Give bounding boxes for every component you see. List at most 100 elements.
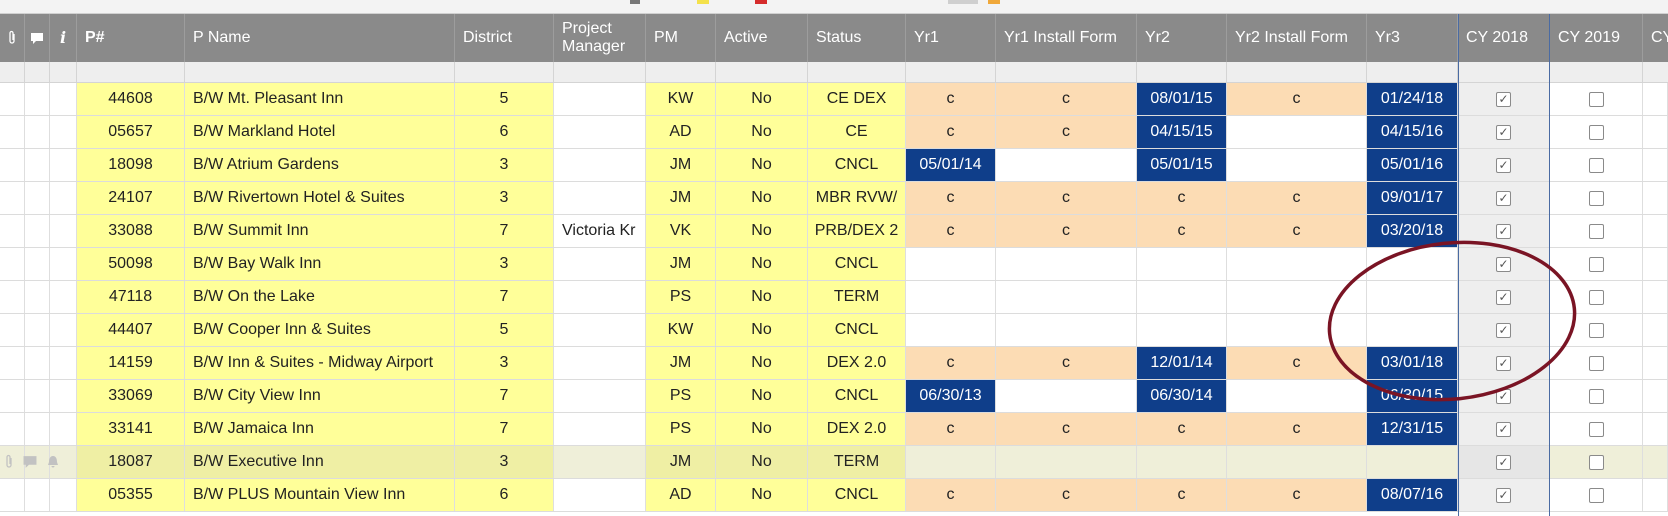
cell-p-number[interactable]: 44407 <box>77 314 185 346</box>
cell-status[interactable]: DEX 2.0 <box>808 347 906 379</box>
table-row[interactable]: 44608 B/W Mt. Pleasant Inn 5 KW No CE DEX c c 08… <box>0 83 1668 116</box>
cell-p-name[interactable]: B/W Summit Inn <box>185 215 455 247</box>
cell-cy2018[interactable]: ✓ <box>1458 314 1550 346</box>
cell-district[interactable]: 5 <box>455 314 554 346</box>
cell-yr1-install-form[interactable] <box>996 446 1137 478</box>
cell-active[interactable]: No <box>716 149 808 181</box>
cell-yr1-install-form[interactable]: c <box>996 413 1137 445</box>
checkbox[interactable] <box>1588 91 1604 107</box>
cell-p-number[interactable]: 33141 <box>77 413 185 445</box>
cell-district[interactable]: 3 <box>455 248 554 280</box>
cell-district[interactable]: 5 <box>455 83 554 115</box>
header-yr3[interactable]: Yr3 <box>1367 14 1458 62</box>
cell-cy2019[interactable] <box>1550 380 1643 412</box>
cell-status[interactable]: TERM <box>808 446 906 478</box>
cell-yr1-install-form[interactable]: c <box>996 347 1137 379</box>
cell-cy2019[interactable] <box>1550 314 1643 346</box>
cell-yr1[interactable] <box>906 314 996 346</box>
cell-yr1[interactable]: 06/30/13 <box>906 380 996 412</box>
checkbox[interactable] <box>1588 157 1604 173</box>
cell-cy2019[interactable] <box>1550 347 1643 379</box>
cell-p-number[interactable]: 47118 <box>77 281 185 313</box>
cell-p-number[interactable]: 33069 <box>77 380 185 412</box>
cell-district[interactable]: 7 <box>455 281 554 313</box>
toolbar-chip[interactable] <box>948 0 978 4</box>
cell-pm[interactable]: JM <box>646 248 716 280</box>
cell-cy2019[interactable] <box>1550 446 1643 478</box>
cell-yr3[interactable]: 08/07/16 <box>1367 479 1458 511</box>
cell-yr2[interactable] <box>1137 446 1227 478</box>
cell-cy2018[interactable]: ✓ <box>1458 446 1550 478</box>
checkbox[interactable] <box>1588 487 1604 503</box>
cell-cy2019[interactable] <box>1550 149 1643 181</box>
cell-active[interactable]: No <box>716 479 808 511</box>
paperclip-icon[interactable] <box>4 454 14 470</box>
cell-cy2018[interactable]: ✓ <box>1458 479 1550 511</box>
cell-p-number[interactable]: 33088 <box>77 215 185 247</box>
table-row[interactable]: 18098 B/W Atrium Gardens 3 JM No CNCL 05/01/14… <box>0 149 1668 182</box>
cell-district[interactable]: 6 <box>455 116 554 148</box>
cell-yr2[interactable]: 05/01/15 <box>1137 149 1227 181</box>
header-p-name[interactable]: P Name <box>185 14 455 62</box>
cell-yr1[interactable]: c <box>906 215 996 247</box>
checkbox[interactable] <box>1588 289 1604 305</box>
cell-project-manager[interactable] <box>554 380 646 412</box>
cell-yr3[interactable]: 12/31/15 <box>1367 413 1458 445</box>
cell-yr2[interactable] <box>1137 281 1227 313</box>
header-active[interactable]: Active <box>716 14 808 62</box>
cell-yr1[interactable] <box>906 446 996 478</box>
cell-p-name[interactable]: B/W On the Lake <box>185 281 455 313</box>
cell-yr1-install-form[interactable] <box>996 314 1137 346</box>
cell-yr1[interactable]: c <box>906 116 996 148</box>
cell-project-manager[interactable] <box>554 446 646 478</box>
cell-yr1[interactable]: c <box>906 182 996 214</box>
cell-yr1[interactable]: c <box>906 347 996 379</box>
cell-yr2-install-form[interactable]: c <box>1227 83 1367 115</box>
cell-active[interactable]: No <box>716 215 808 247</box>
cell-yr1-install-form[interactable]: c <box>996 182 1137 214</box>
table-row[interactable]: 33141 B/W Jamaica Inn 7 PS No DEX 2.0 c c c c 12/3… <box>0 413 1668 446</box>
cell-active[interactable]: No <box>716 83 808 115</box>
cell-yr2[interactable]: c <box>1137 479 1227 511</box>
toolbar-chip[interactable] <box>630 0 640 4</box>
cell-status[interactable]: TERM <box>808 281 906 313</box>
cell-project-manager[interactable]: Victoria Kr <box>554 215 646 247</box>
cell-status[interactable]: CE DEX <box>808 83 906 115</box>
cell-yr2[interactable]: 06/30/14 <box>1137 380 1227 412</box>
cell-pm[interactable]: PS <box>646 413 716 445</box>
checkbox[interactable]: ✓ <box>1496 157 1511 173</box>
cell-status[interactable]: CNCL <box>808 314 906 346</box>
cell-active[interactable]: No <box>716 314 808 346</box>
checkbox[interactable] <box>1588 124 1604 140</box>
table-row[interactable]: 18087 B/W Executive Inn 3 JM No TERM ✓ <box>0 446 1668 479</box>
checkbox[interactable] <box>1588 256 1604 272</box>
cell-p-number[interactable]: 18087 <box>77 446 185 478</box>
toolbar-chip[interactable] <box>988 0 1000 4</box>
checkbox[interactable]: ✓ <box>1496 124 1511 140</box>
header-cy2018[interactable]: CY 2018 <box>1458 14 1550 62</box>
cell-yr2-install-form[interactable]: c <box>1227 182 1367 214</box>
cell-p-number[interactable]: 44608 <box>77 83 185 115</box>
cell-p-number[interactable]: 50098 <box>77 248 185 280</box>
cell-cy2018[interactable]: ✓ <box>1458 413 1550 445</box>
header-p-number[interactable]: P# <box>77 14 185 62</box>
cell-yr1-install-form[interactable] <box>996 248 1137 280</box>
checkbox[interactable]: ✓ <box>1496 190 1511 206</box>
cell-p-name[interactable]: B/W Executive Inn <box>185 446 455 478</box>
checkbox[interactable]: ✓ <box>1496 322 1511 338</box>
cell-yr2-install-form[interactable]: c <box>1227 347 1367 379</box>
header-cy2019[interactable]: CY 2019 <box>1550 14 1643 62</box>
header-yr2[interactable]: Yr2 <box>1137 14 1227 62</box>
cell-pm[interactable]: PS <box>646 281 716 313</box>
cell-cy2019[interactable] <box>1550 116 1643 148</box>
cell-yr1-install-form[interactable]: c <box>996 215 1137 247</box>
cell-project-manager[interactable] <box>554 281 646 313</box>
cell-district[interactable]: 3 <box>455 347 554 379</box>
cell-pm[interactable]: KW <box>646 83 716 115</box>
cell-yr2[interactable]: 08/01/15 <box>1137 83 1227 115</box>
cell-p-name[interactable]: B/W Rivertown Hotel & Suites <box>185 182 455 214</box>
cell-yr2[interactable]: 12/01/14 <box>1137 347 1227 379</box>
checkbox[interactable]: ✓ <box>1496 289 1511 305</box>
table-row[interactable]: 50098 B/W Bay Walk Inn 3 JM No CNCL ✓ <box>0 248 1668 281</box>
cell-yr2[interactable] <box>1137 248 1227 280</box>
